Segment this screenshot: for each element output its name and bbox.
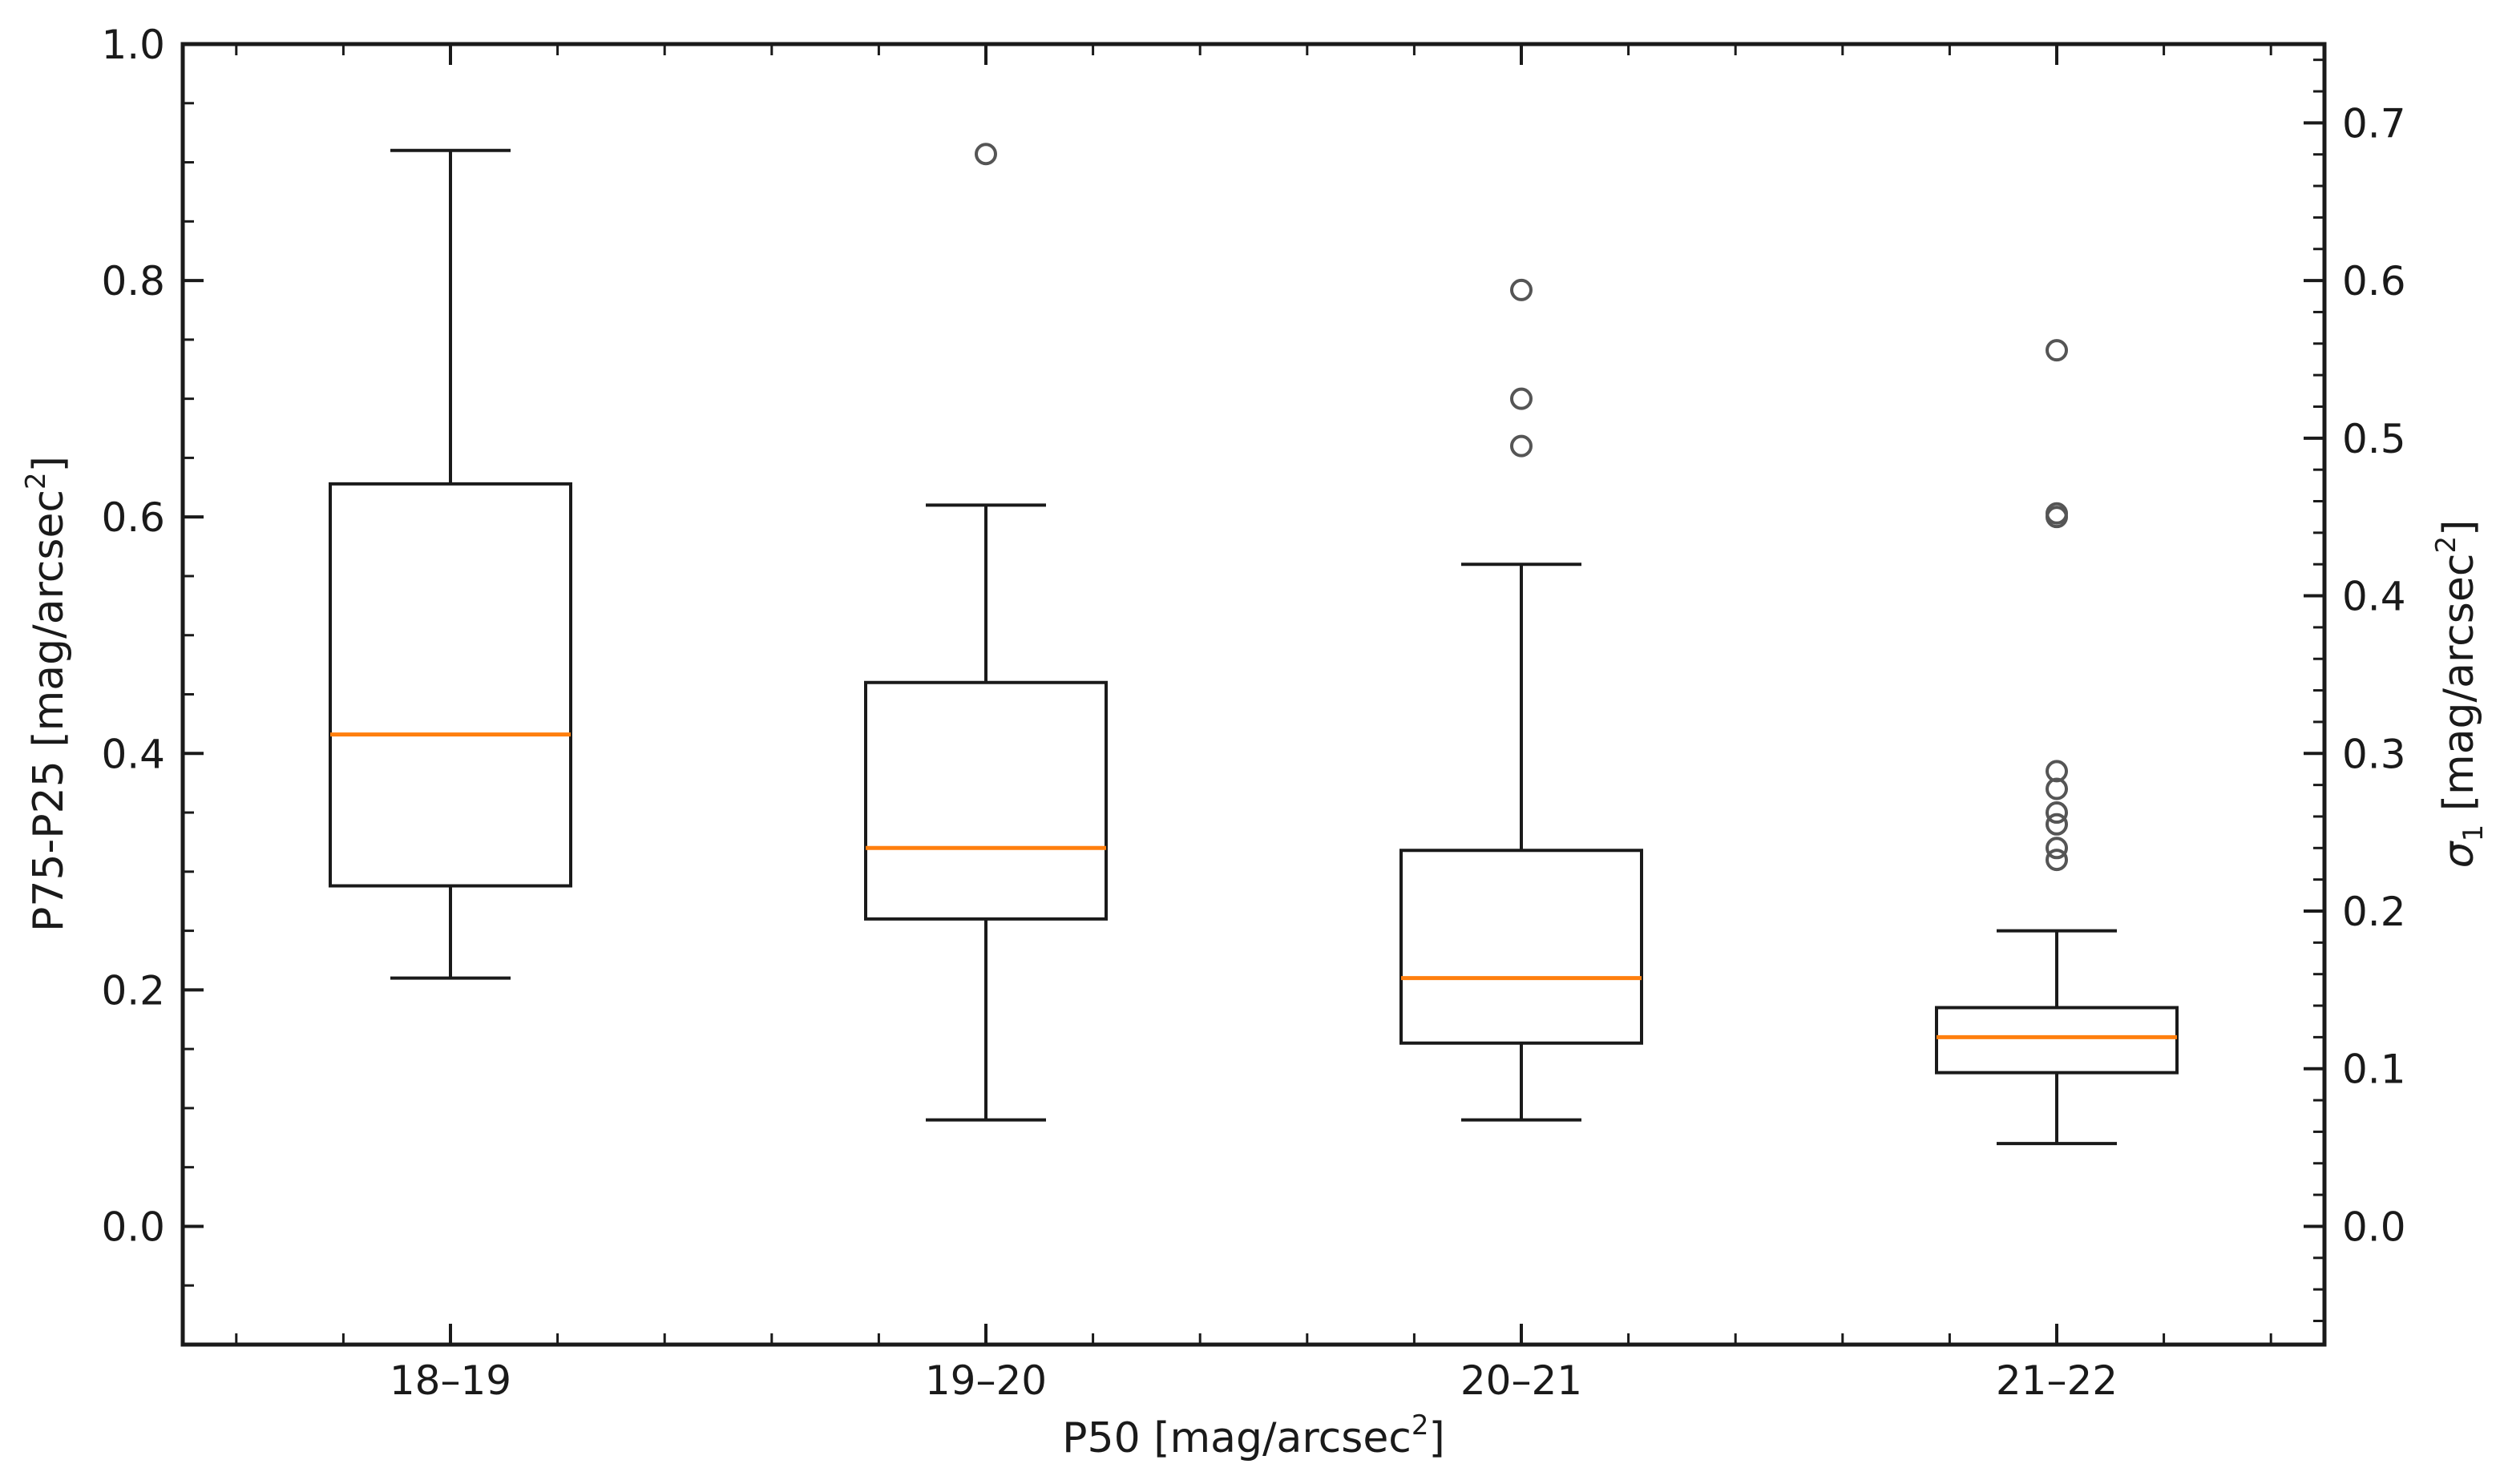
x-axis-title: P50 [mag/arcsec2] (1062, 1409, 1445, 1462)
tick-labels-layer: 0.0 0.2 0.4 0.6 0.8 1.0 0.0 0.1 0.2 0.3 0.4 0.5 0.6 0… (101, 22, 2405, 1404)
y-right-tick-label: 0.7 (2342, 100, 2406, 147)
y-right-tick-label: 0.0 (2342, 1204, 2406, 1250)
box-group (864, 143, 1108, 1122)
y-right-tick-label: 0.4 (2342, 574, 2406, 620)
x-tick-label: 18–19 (390, 1357, 511, 1404)
plot-frame (180, 42, 2327, 1347)
outlier-point (1510, 434, 1533, 458)
box-group (329, 148, 572, 980)
y-right-tick-label: 0.6 (2342, 258, 2406, 304)
x-tick-label: 20–21 (1460, 1357, 1582, 1404)
ticks-layer (183, 42, 2324, 1346)
outlier-point (2046, 339, 2068, 362)
y-left-tick-label: 0.2 (101, 967, 165, 1014)
y-left-tick-label: 0.8 (101, 258, 165, 304)
outlier-point (2046, 502, 2068, 525)
y-left-tick-label: 1.0 (101, 22, 165, 68)
outlier-point (1510, 278, 1533, 301)
y-left-tick-label: 0.0 (101, 1204, 165, 1250)
x-tick-label: 19–20 (925, 1357, 1047, 1404)
y-left-tick-label: 0.4 (101, 731, 165, 777)
outlier-point (2046, 837, 2068, 860)
iqr-box (1399, 849, 1643, 1045)
outlier-point (2046, 801, 2068, 825)
y-right-tick-label: 0.1 (2342, 1046, 2406, 1093)
iqr-box (864, 680, 1108, 921)
outlier-point (1510, 387, 1533, 410)
outlier-point (2046, 849, 2068, 872)
box-group (1935, 339, 2179, 1146)
iqr-box (1935, 1006, 2179, 1075)
y-axis-left-title: P75-P25 [mag/arcsec2] (20, 456, 73, 932)
y-left-tick-label: 0.6 (101, 494, 165, 541)
y-axis-right-title: σ1 [mag/arcsec2] (2430, 520, 2490, 869)
outlier-point (975, 143, 997, 166)
boxes-layer (329, 143, 2179, 1146)
box-group (1399, 278, 1643, 1122)
y-right-tick-label: 0.3 (2342, 731, 2406, 777)
outlier-point (2046, 760, 2068, 783)
y-right-tick-label: 0.2 (2342, 889, 2406, 935)
y-right-tick-label: 0.5 (2342, 416, 2406, 462)
x-tick-label: 21–22 (1996, 1357, 2118, 1404)
outlier-point (2046, 813, 2068, 836)
iqr-box (329, 482, 572, 888)
